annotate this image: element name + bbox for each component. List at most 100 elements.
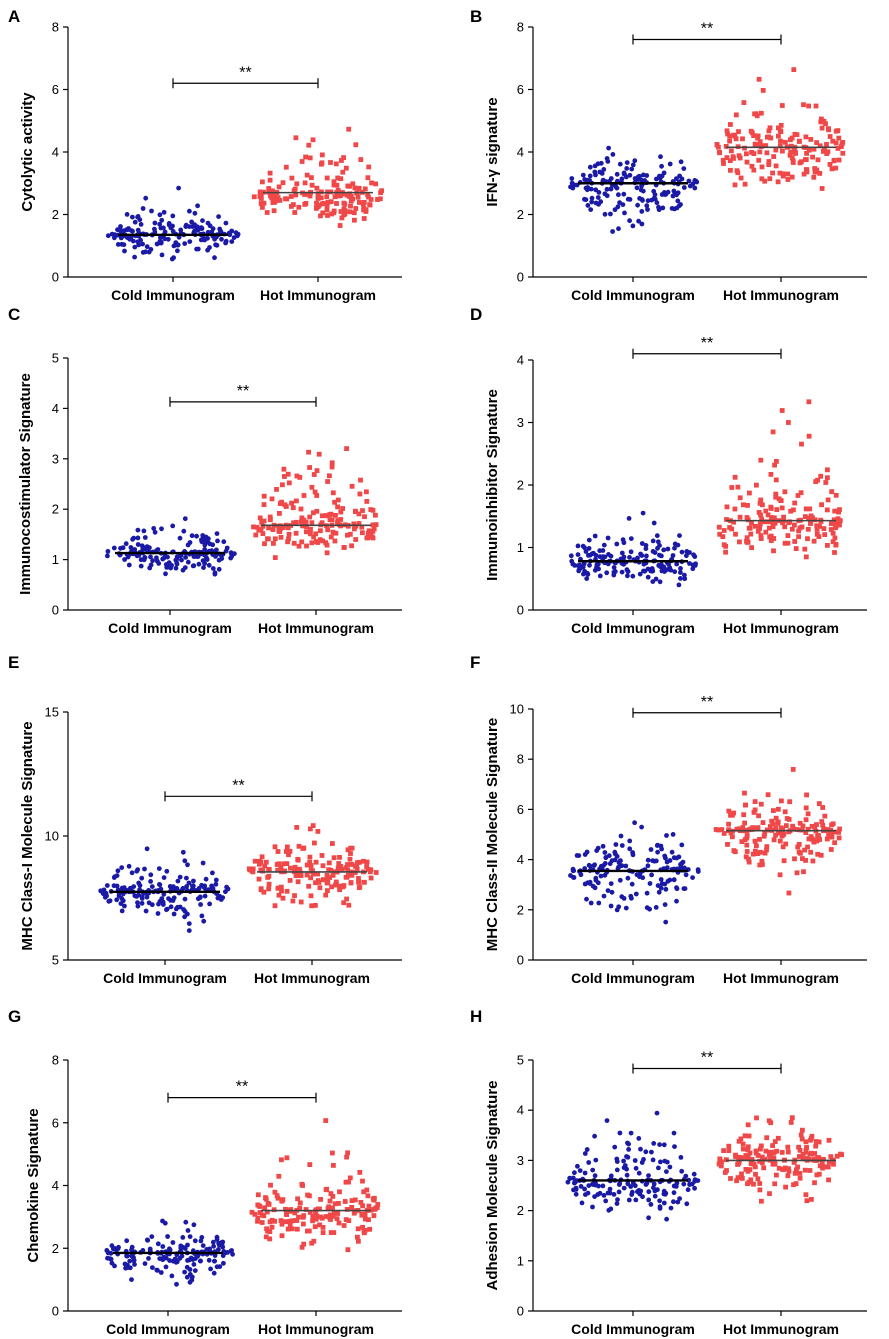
hot-point bbox=[346, 1218, 352, 1223]
hot-point bbox=[284, 861, 290, 866]
cold-point bbox=[214, 531, 220, 536]
x-tick-label: Hot Immunogram bbox=[258, 620, 374, 636]
x-tick-label: Cold Immunogram bbox=[571, 287, 695, 303]
cold-point bbox=[156, 901, 161, 907]
cold-point bbox=[198, 1258, 204, 1264]
cold-point bbox=[157, 1256, 163, 1261]
cold-point bbox=[569, 558, 575, 564]
significance-label: ** bbox=[239, 64, 251, 81]
hot-point bbox=[362, 514, 367, 520]
cold-point bbox=[621, 1185, 627, 1191]
hot-point bbox=[360, 1178, 365, 1184]
cold-point bbox=[198, 237, 204, 243]
hot-point bbox=[295, 879, 301, 885]
cold-point bbox=[182, 1269, 188, 1275]
cold-point bbox=[657, 579, 663, 585]
cold-point bbox=[205, 220, 211, 226]
hot-point bbox=[350, 181, 356, 187]
hot-point bbox=[745, 1144, 751, 1150]
hot-point bbox=[348, 851, 353, 856]
hot-point bbox=[263, 859, 269, 865]
cold-point bbox=[138, 222, 144, 227]
hot-point bbox=[271, 541, 276, 546]
cold-point bbox=[122, 903, 127, 909]
hot-point bbox=[782, 524, 788, 530]
hot-point bbox=[742, 790, 747, 796]
hot-point bbox=[347, 183, 352, 189]
hot-point bbox=[744, 833, 750, 838]
cold-point bbox=[619, 550, 625, 556]
hot-point bbox=[266, 525, 271, 531]
x-tick-label: Hot Immunogram bbox=[723, 287, 839, 303]
cold-point bbox=[654, 843, 660, 848]
hot-point bbox=[743, 1167, 749, 1172]
hot-point bbox=[831, 158, 837, 164]
cold-point bbox=[639, 824, 644, 830]
hot-point bbox=[804, 151, 809, 156]
hot-point bbox=[259, 519, 265, 525]
hot-point bbox=[771, 515, 777, 521]
hot-point bbox=[349, 1198, 355, 1203]
hot-point bbox=[369, 180, 374, 186]
cold-point bbox=[619, 843, 625, 848]
cold-point bbox=[123, 541, 129, 547]
hot-point bbox=[294, 181, 300, 187]
hot-point bbox=[751, 810, 757, 815]
cold-point bbox=[130, 214, 135, 220]
hot-point bbox=[358, 157, 364, 162]
hot-point bbox=[736, 129, 741, 134]
hot-point bbox=[267, 170, 273, 176]
hot-point bbox=[829, 833, 834, 839]
cold-point bbox=[612, 569, 618, 574]
hot-point bbox=[764, 847, 769, 853]
cold-point bbox=[681, 1181, 687, 1187]
cold-point bbox=[587, 164, 593, 170]
hot-point bbox=[744, 842, 750, 848]
cold-point bbox=[126, 562, 132, 568]
cold-point bbox=[671, 1199, 676, 1205]
cold-point bbox=[156, 866, 162, 871]
hot-point bbox=[360, 508, 365, 513]
hot-point bbox=[314, 1213, 320, 1219]
hot-point bbox=[299, 159, 305, 164]
cold-point bbox=[625, 573, 630, 579]
cold-point bbox=[171, 911, 177, 917]
hot-point bbox=[340, 506, 345, 511]
hot-point bbox=[327, 1198, 333, 1204]
cold-point bbox=[108, 1256, 114, 1262]
hot-point bbox=[279, 1157, 284, 1163]
hot-point bbox=[764, 519, 769, 525]
hot-point bbox=[734, 826, 740, 832]
cold-point bbox=[650, 1157, 656, 1163]
hot-point bbox=[329, 460, 335, 466]
hot-point bbox=[780, 844, 786, 850]
hot-point bbox=[265, 1200, 271, 1206]
cold-point bbox=[664, 1216, 669, 1222]
hot-point bbox=[328, 160, 333, 165]
cold-point bbox=[588, 207, 594, 213]
cold-point bbox=[644, 203, 650, 209]
hot-point bbox=[283, 504, 289, 509]
cold-point bbox=[233, 230, 239, 236]
cold-point bbox=[672, 545, 677, 551]
cold-point bbox=[659, 163, 664, 169]
y-tick-label: 2 bbox=[52, 207, 59, 222]
cold-point bbox=[668, 567, 674, 573]
hot-point bbox=[762, 850, 768, 856]
cold-point bbox=[684, 553, 689, 559]
hot-point bbox=[819, 125, 825, 131]
hot-point bbox=[806, 1157, 812, 1162]
cold-point bbox=[121, 228, 126, 234]
hot-point bbox=[766, 162, 772, 167]
hot-point bbox=[349, 862, 355, 867]
hot-point bbox=[361, 858, 366, 864]
hot-point bbox=[368, 197, 374, 202]
cold-point bbox=[569, 176, 575, 181]
hot-point bbox=[356, 876, 361, 881]
hot-point bbox=[354, 863, 359, 869]
cold-point bbox=[583, 185, 589, 191]
cold-point bbox=[575, 543, 581, 549]
cold-point bbox=[674, 176, 679, 182]
hot-point bbox=[768, 533, 774, 539]
hot-point bbox=[731, 810, 736, 816]
